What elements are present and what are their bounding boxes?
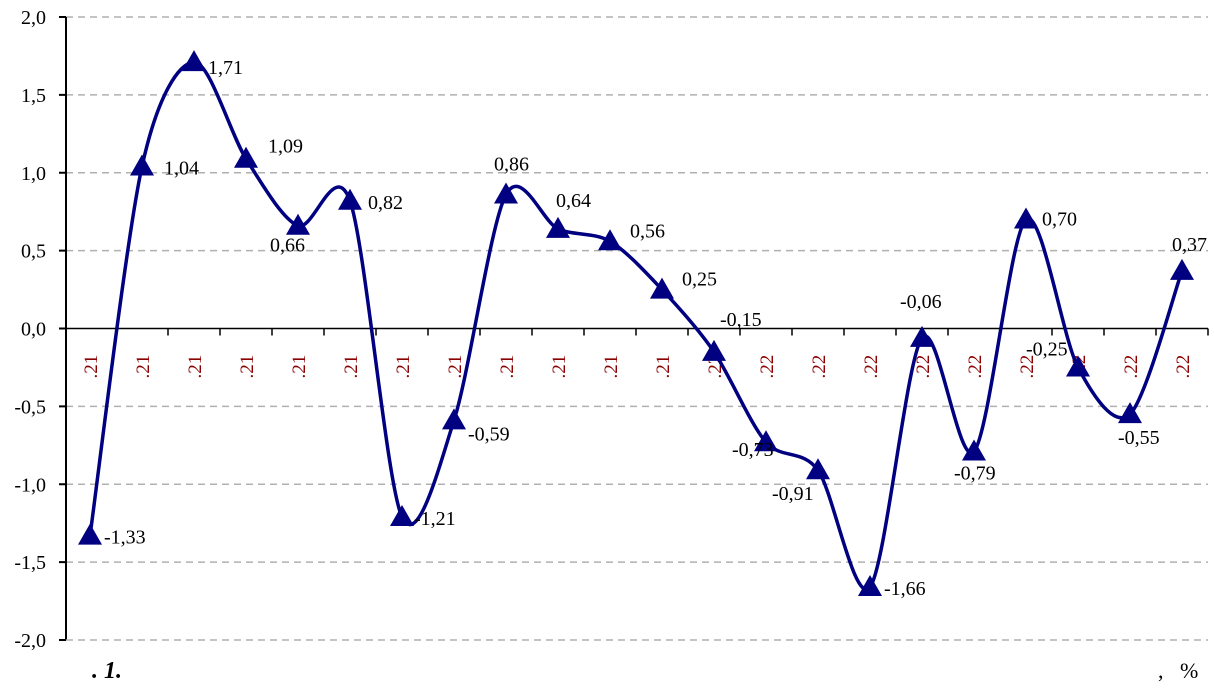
data-label: 1,09 [268, 136, 303, 158]
y-tick-label: -2,0 [14, 630, 46, 652]
data-label: 0,70 [1042, 208, 1077, 230]
triangle-marker [442, 408, 466, 430]
data-label: 0,82 [368, 192, 403, 214]
y-tick-label: 1,0 [21, 163, 46, 185]
y-tick-label: 1,5 [21, 85, 46, 107]
x-tick-label: .21 [653, 355, 674, 379]
data-label: 0,86 [494, 154, 529, 176]
y-tick-label: -1,0 [14, 474, 46, 496]
data-labels: -1,33 1,04 1,71 1,09 0,66 0,82 -1,21 -0,59 0,86 0… [104, 57, 1207, 600]
triangle-marker [754, 430, 778, 452]
triangle-marker [286, 213, 310, 235]
y-tick-label: 2,0 [21, 7, 46, 29]
x-tick-label: .21 [237, 355, 258, 379]
x-tick-label: .21 [393, 355, 414, 379]
unit-label: , % [1158, 658, 1199, 683]
x-tick-label: .21 [549, 355, 570, 379]
triangle-marker [910, 325, 934, 347]
triangle-marker [1170, 258, 1194, 280]
axes [59, 16, 1209, 641]
triangle-marker [78, 523, 102, 545]
triangle-marker [598, 229, 622, 251]
data-label: -0,55 [1118, 427, 1160, 449]
triangle-marker [390, 504, 414, 526]
data-label: -1,21 [414, 508, 456, 530]
x-tick-label: .21 [81, 355, 102, 379]
x-tick-label: .21 [445, 355, 466, 379]
triangle-marker [806, 458, 830, 480]
x-tick-label: .22 [1173, 355, 1194, 379]
series-line [88, 60, 1184, 592]
triangle-marker [182, 50, 206, 72]
data-label: 1,04 [164, 158, 199, 180]
data-label: -0,73 [732, 439, 774, 461]
x-tick-label: .21 [289, 355, 310, 379]
triangle-marker [1118, 402, 1142, 424]
data-label: -0,25 [1026, 338, 1068, 360]
data-label: 0,56 [630, 220, 665, 242]
y-tick-label: 0,5 [21, 241, 46, 263]
data-label: -1,33 [104, 527, 146, 549]
x-tick-label: .22 [1121, 355, 1142, 379]
data-label: 1,71 [208, 57, 243, 79]
triangle-marker [1066, 355, 1090, 377]
x-tick-label: .21 [497, 355, 518, 379]
data-label: -0,91 [772, 483, 814, 505]
y-tick-labels: 2,0 1,5 1,0 0,5 0,0 -0,5 -1,0 -1,5 -2,0 [14, 7, 46, 652]
triangle-marker [858, 575, 882, 597]
triangle-marker [234, 146, 258, 168]
data-label: -0,59 [468, 423, 510, 445]
x-tick-label: .22 [757, 355, 778, 379]
triangle-marker [650, 277, 674, 299]
x-tick-label: .21 [185, 355, 206, 379]
data-label: -0,06 [900, 291, 942, 313]
x-tick-label: .22 [861, 355, 882, 379]
y-tick-label: 0,0 [21, 319, 46, 341]
triangle-marker [494, 182, 518, 204]
x-tick-label: .21 [133, 355, 154, 379]
x-tick-label: .22 [809, 355, 830, 379]
x-tick-label: .22 [1017, 355, 1038, 379]
triangle-marker [338, 188, 362, 210]
triangle-marker [130, 154, 154, 176]
data-markers [78, 50, 1194, 597]
triangle-marker [702, 339, 726, 361]
x-tick-label: .22 [913, 355, 934, 379]
x-tick-label: .21 [341, 355, 362, 379]
x-tick-label: .22 [965, 355, 986, 379]
data-label: 0,25 [682, 269, 717, 291]
data-label: -0,79 [954, 463, 996, 485]
x-tick-label: .21 [601, 355, 622, 379]
triangle-marker [1014, 207, 1038, 229]
data-label: 0,66 [270, 235, 305, 257]
data-label: -1,66 [884, 578, 926, 600]
triangle-marker [546, 216, 570, 238]
data-label: 0,37 [1172, 234, 1207, 256]
y-tick-label: -1,5 [14, 552, 46, 574]
data-label: -0,15 [720, 309, 762, 331]
grid-lines [66, 16, 1208, 563]
triangle-marker [962, 439, 986, 461]
data-label: 0,64 [556, 190, 591, 212]
figure-caption: . 1. [92, 658, 122, 684]
y-tick-label: -0,5 [14, 396, 46, 418]
